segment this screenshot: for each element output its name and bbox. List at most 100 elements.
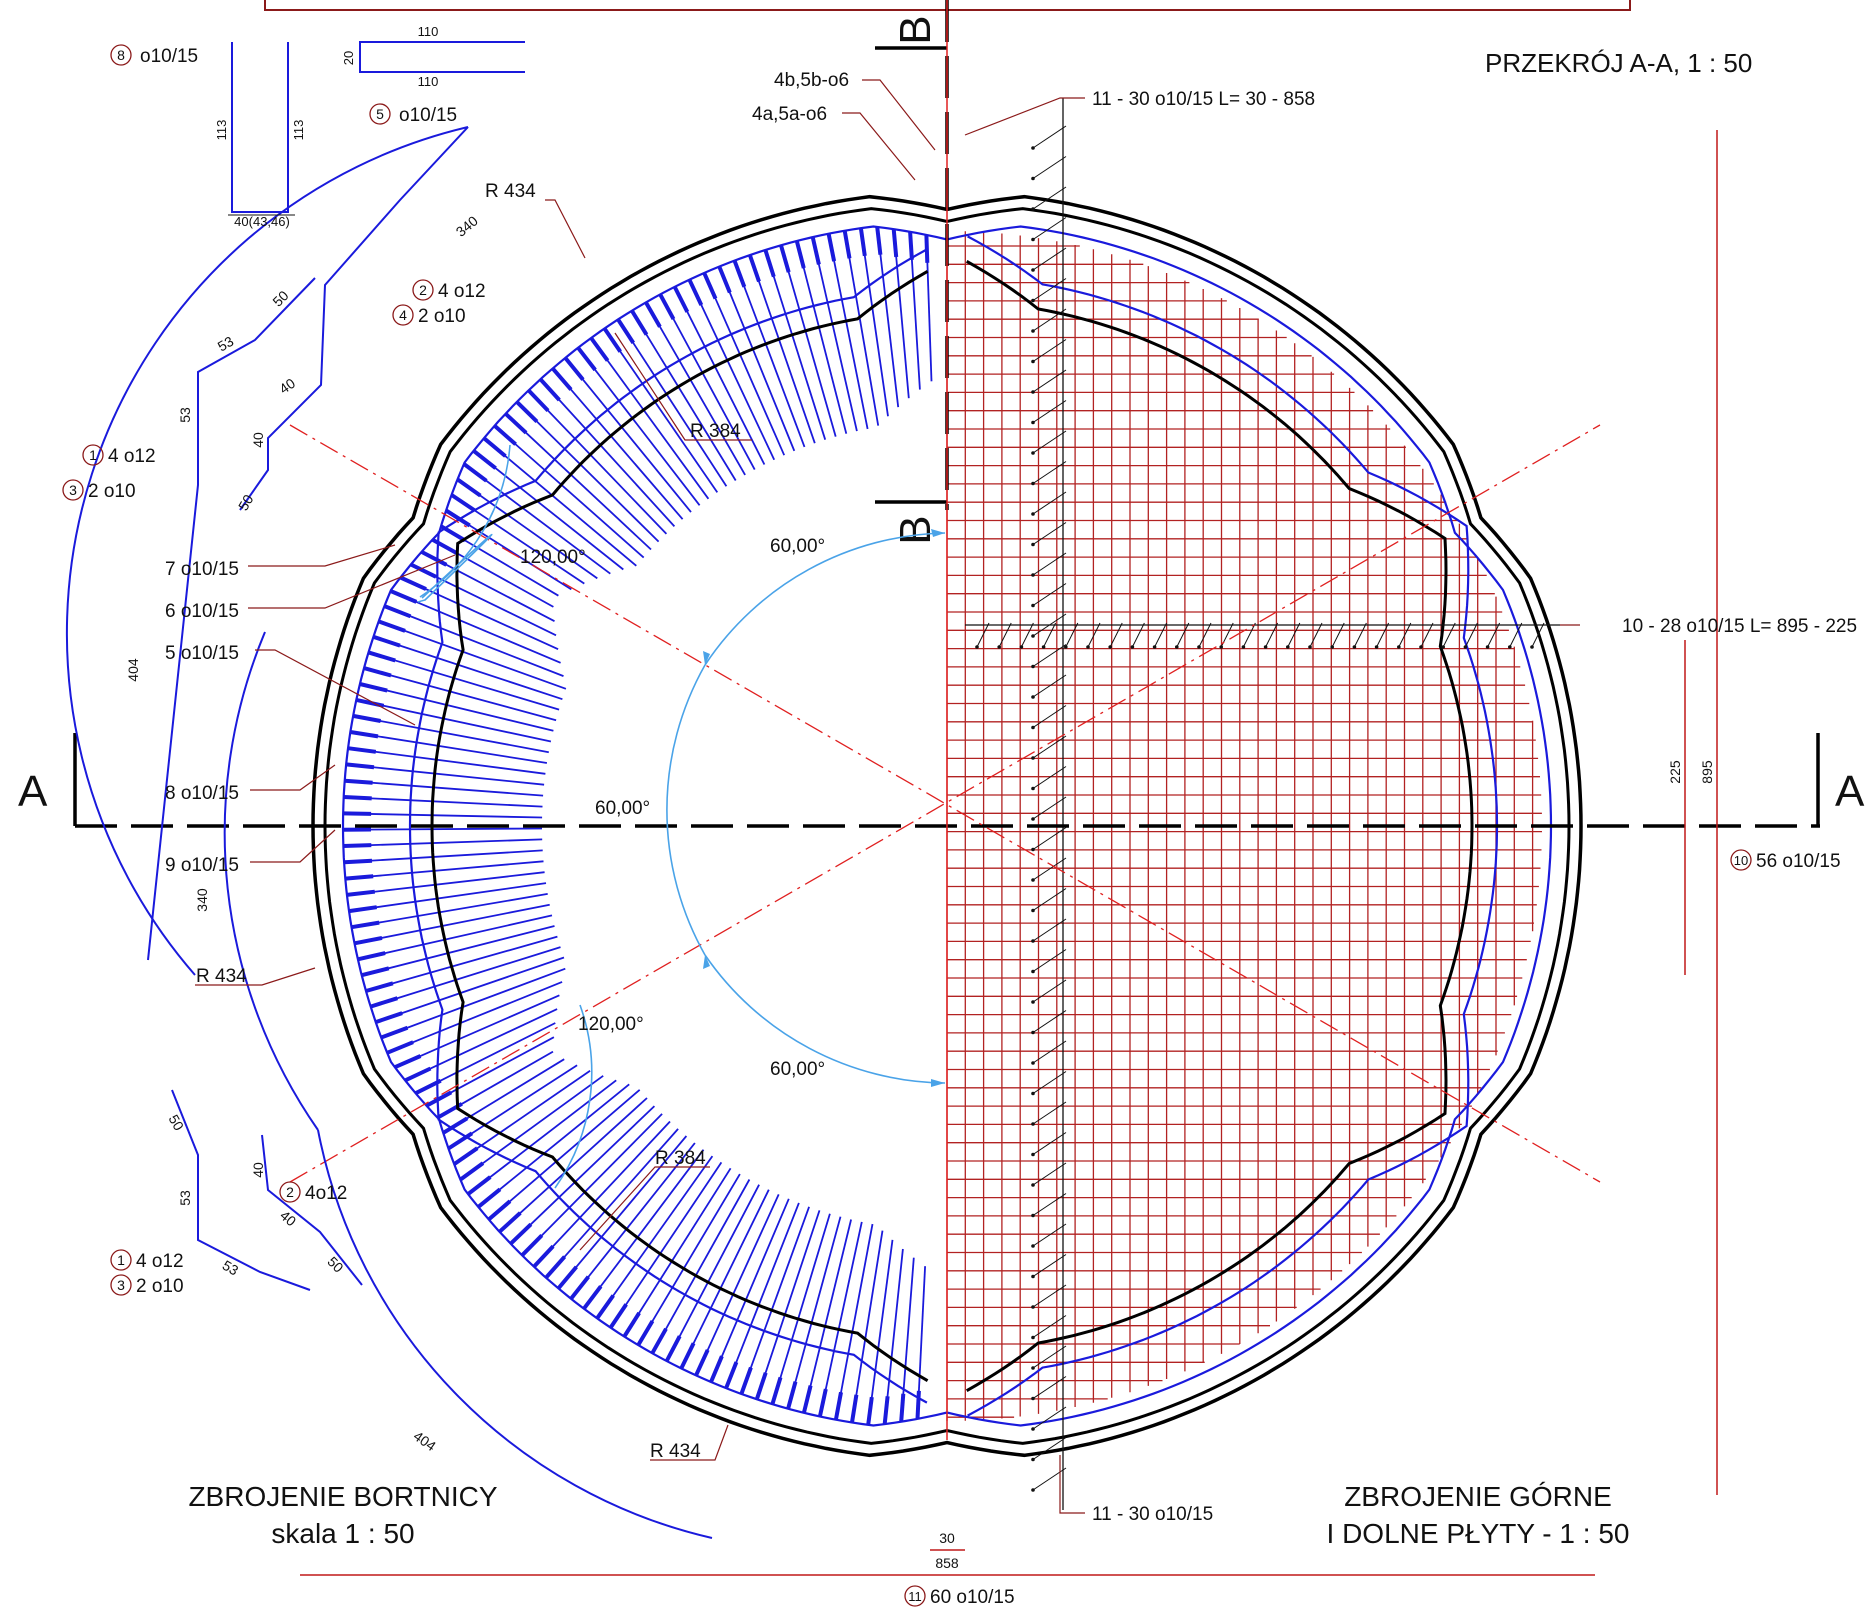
callout-11-bottom: 11 - 30 o10/15 [1092,1504,1213,1525]
stirrup-edge-mark [891,228,899,258]
radial-stirrup [565,383,684,520]
bar-11-tick [1032,1315,1067,1338]
bar-11-tick [1032,1132,1067,1155]
bar-11-dot [1031,1274,1035,1279]
stirrup-edge-mark [498,1211,522,1234]
svg-text:404: 404 [411,1428,439,1455]
svg-text:4 o12: 4 o12 [438,281,486,302]
stirrup-edge-mark [664,1335,682,1362]
svg-text:4o12: 4o12 [305,1183,347,1204]
radial-stirrup [785,264,837,437]
stirrup-edge-mark [739,1366,753,1395]
svg-text:2 o10: 2 o10 [136,1276,184,1297]
svg-text:53: 53 [177,407,193,423]
stirrup-edge-mark [908,231,914,260]
svg-text:50: 50 [235,492,257,514]
callout-5: 5 o10/15 [165,643,239,664]
bar-11-tick [1032,1345,1067,1369]
bar-10-dot [1352,645,1357,649]
stirrup-edge-mark [582,1285,603,1310]
radial-stirrup [503,1089,641,1208]
right-title-line1: ZBROJENIE GÓRNE [1344,1481,1612,1512]
section-mark-a-right: A [1835,767,1865,816]
bar-10-dot [1397,645,1401,649]
stirrup-edge-mark [817,1388,828,1417]
bar-11-tick [1032,1284,1067,1308]
radial-stirrup [433,1022,556,1086]
radial-stirrup [457,535,559,597]
radial-stirrup [470,1070,591,1154]
radial-stirrup [762,1210,821,1381]
stirrup-edge-mark [363,666,392,678]
bar-10-dot [1130,645,1135,649]
stirrup-edge-mark [779,244,791,273]
radial-stirrup [725,284,796,452]
bar-11-tick [1032,644,1067,667]
radial-stirrup [473,490,598,580]
stirrup-edge-mark [447,1131,474,1151]
stirrup-edge-mark [459,1161,485,1182]
radial-stirrup [620,1161,723,1312]
bar-10-dot [1197,645,1201,649]
radial-stirrup [792,1216,842,1390]
radial-stirrup [926,254,933,382]
stirrup-edge-mark [520,1233,544,1257]
bar-10-dot [1463,645,1468,649]
bar-10-tick [1043,622,1057,648]
stirrup-edge-mark [399,575,427,591]
bar-10-dot [997,645,1001,649]
stirrup-edge-mark [345,874,374,881]
stirrup-edge-mark [347,746,377,754]
stirrup-edge-mark [556,1265,578,1290]
svg-text:110: 110 [418,24,439,39]
bar-10-tick [1509,622,1523,648]
radial-stirrup [535,1113,663,1242]
stirrup-edge-mark [370,996,398,1009]
bar-11-dot [1031,1000,1035,1004]
stirrup-edge-mark [344,778,373,785]
stirrup-edge-mark [375,1011,403,1024]
svg-text:53: 53 [220,1257,242,1279]
bar-10-dot [1108,645,1112,649]
radial-stirrup [394,956,565,1017]
svg-text:225: 225 [1667,760,1683,784]
radial-stirrup [553,393,676,528]
stirrup-edge-mark [622,1311,641,1338]
bar-10-dot [1152,645,1157,649]
stirrup-edge-mark [679,1342,696,1370]
radial-stirrup [379,687,554,732]
radial-stirrup [675,1184,760,1344]
radial-stirrup [428,572,557,637]
bar-11-tick [1032,247,1067,271]
stirrup-edge-mark [351,920,380,930]
radius-r434-bottom: R 434 [650,1441,701,1462]
callout-9: 9 o10/15 [165,855,239,876]
bar-11-tick [1032,430,1067,454]
bar-11-dot [1031,573,1035,577]
svg-text:2: 2 [419,282,427,298]
bar-11-tick [1032,369,1067,393]
stirrup-edge-mark [616,318,635,344]
bar-10-dot [1219,645,1223,649]
bar-10-tick [1087,622,1101,648]
svg-text:113: 113 [214,120,229,141]
bar-10-tick [1154,622,1168,648]
svg-text:340: 340 [194,888,210,912]
callout-10: 10 - 28 o10/15 L= 895 - 225 [1622,616,1857,637]
bar-11-tick [1032,979,1067,1003]
stirrup-edge-mark [850,1394,859,1423]
stirrup-edge-mark [359,682,388,693]
radial-stirrup [862,247,889,417]
bar-11-dot [1031,695,1035,699]
svg-text:340: 340 [453,212,481,239]
bar-11-tick [1032,735,1067,759]
left-title-line2: skala 1 : 50 [271,1518,414,1549]
svg-text:60 o10/15: 60 o10/15 [930,1587,1015,1608]
bar-11-dot [1031,1091,1035,1096]
radial-stirrup [479,475,611,575]
bar-11-dot [1031,512,1035,516]
axis-line-2 [289,424,1601,1183]
stirrup-edge-mark [709,1355,724,1383]
stirrup-edge-mark [602,327,622,353]
stirrup-edge-mark [345,762,375,770]
